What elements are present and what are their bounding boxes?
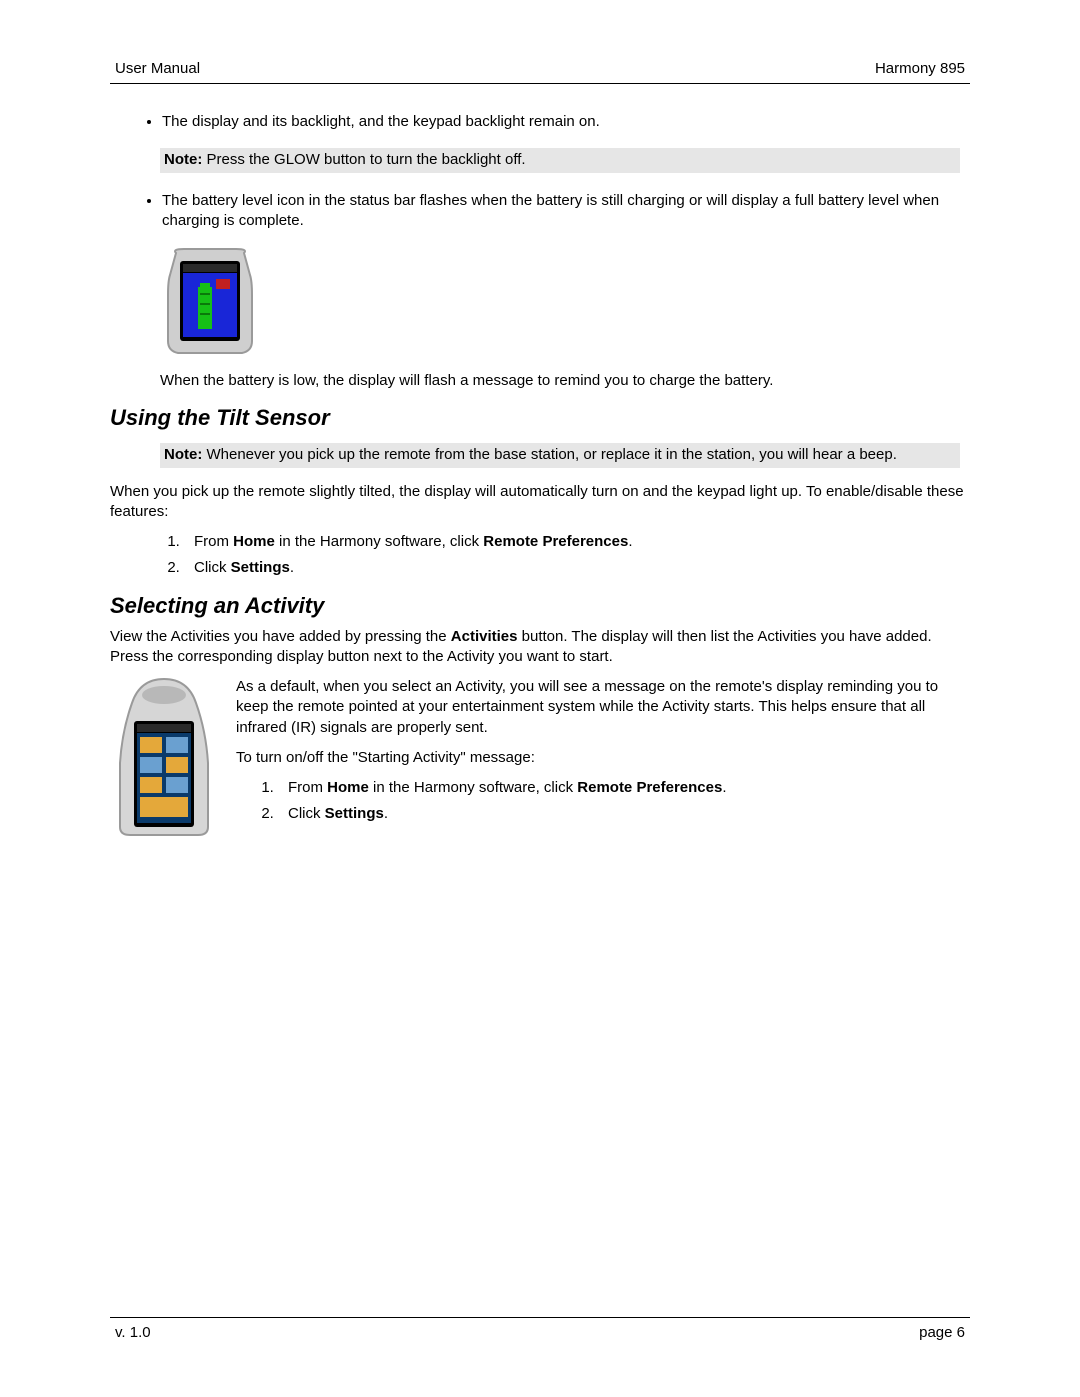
paragraph: When you pick up the remote slightly til… <box>110 482 970 523</box>
device-image-activities <box>110 677 218 841</box>
para-bold: Activities <box>451 628 518 645</box>
bullet-item: The battery level icon in the status bar… <box>162 191 970 232</box>
step-text: . <box>290 559 294 576</box>
step-item: From Home in the Harmony software, click… <box>184 532 970 552</box>
device-image-battery <box>160 247 970 361</box>
step-text: . <box>384 805 388 822</box>
heading-tilt-sensor: Using the Tilt Sensor <box>110 405 970 431</box>
step-bold: Remote Preferences <box>577 779 722 796</box>
page: User Manual Harmony 895 The display and … <box>0 0 1080 1397</box>
page-header: User Manual Harmony 895 <box>110 60 970 84</box>
step-text: From <box>194 533 233 550</box>
step-bold: Settings <box>231 559 290 576</box>
footer-right: page 6 <box>919 1324 965 1341</box>
paragraph: When the battery is low, the display wil… <box>160 371 970 391</box>
step-bold: Home <box>233 533 275 550</box>
bullet-list-top2: The battery level icon in the status bar… <box>110 191 970 232</box>
step-bold: Remote Preferences <box>483 533 628 550</box>
note-box: Note: Whenever you pick up the remote fr… <box>160 443 960 467</box>
paragraph: View the Activities you have added by pr… <box>110 627 970 668</box>
step-text: Click <box>288 805 325 822</box>
activity-row: As a default, when you select an Activit… <box>110 677 970 841</box>
step-text: in the Harmony software, click <box>369 779 577 796</box>
note-text: Press the GLOW button to turn the backli… <box>202 151 525 168</box>
step-bold: Settings <box>325 805 384 822</box>
step-text: From <box>288 779 327 796</box>
header-right: Harmony 895 <box>875 60 965 77</box>
page-content: The display and its backlight, and the k… <box>110 112 970 841</box>
step-text: in the Harmony software, click <box>275 533 483 550</box>
step-bold: Home <box>327 779 369 796</box>
paragraph: To turn on/off the "Starting Activity" m… <box>236 748 970 768</box>
activity-text-column: As a default, when you select an Activit… <box>236 677 970 841</box>
note-label: Note: <box>164 446 202 463</box>
note-label: Note: <box>164 151 202 168</box>
page-footer: v. 1.0 page 6 <box>110 1317 970 1341</box>
step-item: Click Settings. <box>278 804 970 824</box>
bullet-item: The display and its backlight, and the k… <box>162 112 970 132</box>
bullet-list-top: The display and its backlight, and the k… <box>110 112 970 132</box>
footer-left: v. 1.0 <box>115 1324 151 1341</box>
note-text: Whenever you pick up the remote from the… <box>202 446 897 463</box>
step-text: . <box>722 779 726 796</box>
step-text: Click <box>194 559 231 576</box>
steps-list: From Home in the Harmony software, click… <box>110 532 970 579</box>
note-box: Note: Press the GLOW button to turn the … <box>160 148 960 172</box>
step-item: Click Settings. <box>184 558 970 578</box>
step-item: From Home in the Harmony software, click… <box>278 778 970 798</box>
steps-list: From Home in the Harmony software, click… <box>236 778 970 825</box>
para-text: View the Activities you have added by pr… <box>110 628 451 645</box>
heading-selecting-activity: Selecting an Activity <box>110 593 970 619</box>
header-left: User Manual <box>115 60 200 77</box>
step-text: . <box>628 533 632 550</box>
paragraph: As a default, when you select an Activit… <box>236 677 970 738</box>
